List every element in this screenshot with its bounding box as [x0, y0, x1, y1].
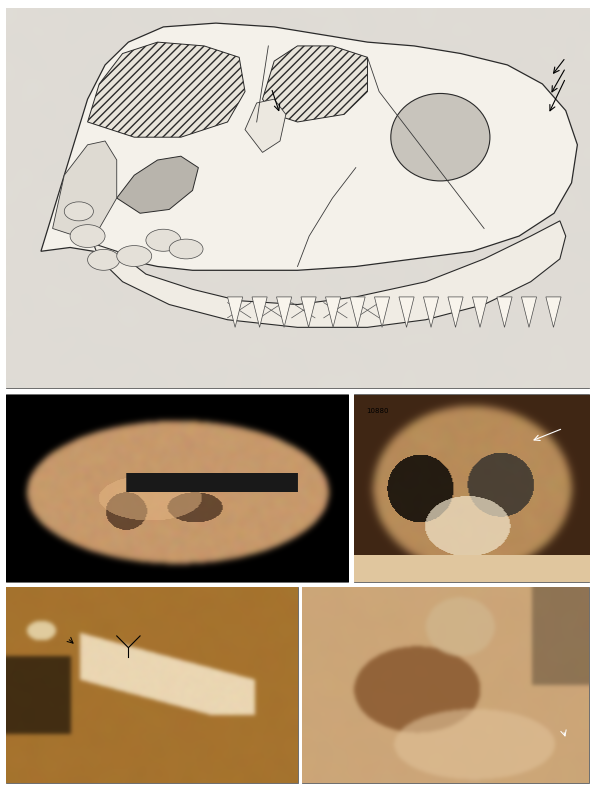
Text: e: e [566, 590, 575, 604]
Ellipse shape [87, 249, 120, 271]
Ellipse shape [146, 230, 181, 251]
Text: pt: pt [362, 756, 374, 766]
Text: f: f [318, 622, 322, 632]
Text: m: m [433, 114, 444, 125]
Polygon shape [424, 297, 439, 327]
Bar [6, 587, 298, 783]
Polygon shape [472, 297, 487, 327]
Text: sc: sc [501, 593, 513, 604]
Ellipse shape [64, 202, 93, 221]
Polygon shape [41, 23, 577, 271]
Polygon shape [227, 297, 243, 327]
Text: f: f [13, 590, 17, 600]
Text: f: f [70, 590, 74, 600]
Text: sq: sq [559, 743, 572, 753]
Text: spf: spf [51, 627, 68, 638]
Text: d: d [302, 222, 309, 233]
Text: pa: pa [58, 653, 72, 664]
Text: c: c [560, 398, 569, 413]
Polygon shape [546, 297, 561, 327]
Ellipse shape [117, 245, 152, 267]
Polygon shape [497, 297, 512, 327]
Polygon shape [350, 297, 365, 327]
Polygon shape [87, 42, 245, 137]
Text: sq: sq [94, 151, 107, 162]
Text: al: al [394, 638, 404, 648]
Polygon shape [245, 99, 286, 152]
Polygon shape [325, 297, 341, 327]
Polygon shape [52, 141, 117, 236]
Text: a: a [13, 14, 22, 28]
Text: 10880: 10880 [366, 408, 389, 413]
Polygon shape [252, 297, 267, 327]
Bar [302, 587, 589, 783]
Text: sm: sm [536, 67, 552, 77]
Text: p: p [424, 609, 431, 619]
Text: b: b [13, 398, 23, 413]
Polygon shape [301, 297, 316, 327]
Text: sc: sc [137, 22, 149, 32]
Polygon shape [93, 221, 566, 327]
Bar [6, 394, 348, 582]
Text: l: l [326, 122, 330, 133]
Text: f: f [296, 73, 300, 83]
Text: d: d [122, 765, 129, 776]
Ellipse shape [169, 239, 203, 259]
Text: za: za [64, 709, 77, 719]
Polygon shape [374, 297, 390, 327]
Polygon shape [117, 156, 198, 213]
Text: rap: rap [67, 238, 86, 249]
Polygon shape [262, 46, 368, 122]
Text: lf: lf [95, 625, 103, 635]
Text: l: l [114, 625, 118, 635]
Polygon shape [521, 297, 537, 327]
Text: q: q [60, 196, 67, 206]
Bar [6, 8, 589, 388]
Text: m: m [165, 643, 176, 653]
Text: p: p [113, 62, 120, 72]
Polygon shape [448, 297, 463, 327]
Text: pa: pa [13, 641, 27, 651]
Text: pm: pm [537, 109, 555, 119]
Ellipse shape [391, 93, 490, 181]
Ellipse shape [70, 225, 105, 248]
Text: en: en [537, 88, 550, 99]
Text: d: d [176, 590, 183, 600]
Polygon shape [277, 297, 292, 327]
Text: pa: pa [263, 122, 277, 133]
Polygon shape [399, 297, 414, 327]
Text: n: n [380, 88, 387, 99]
Text: za: za [566, 430, 579, 440]
Bar [354, 394, 589, 582]
Text: pa: pa [333, 664, 347, 675]
Text: cp: cp [196, 114, 209, 125]
Text: pr: pr [457, 649, 469, 659]
